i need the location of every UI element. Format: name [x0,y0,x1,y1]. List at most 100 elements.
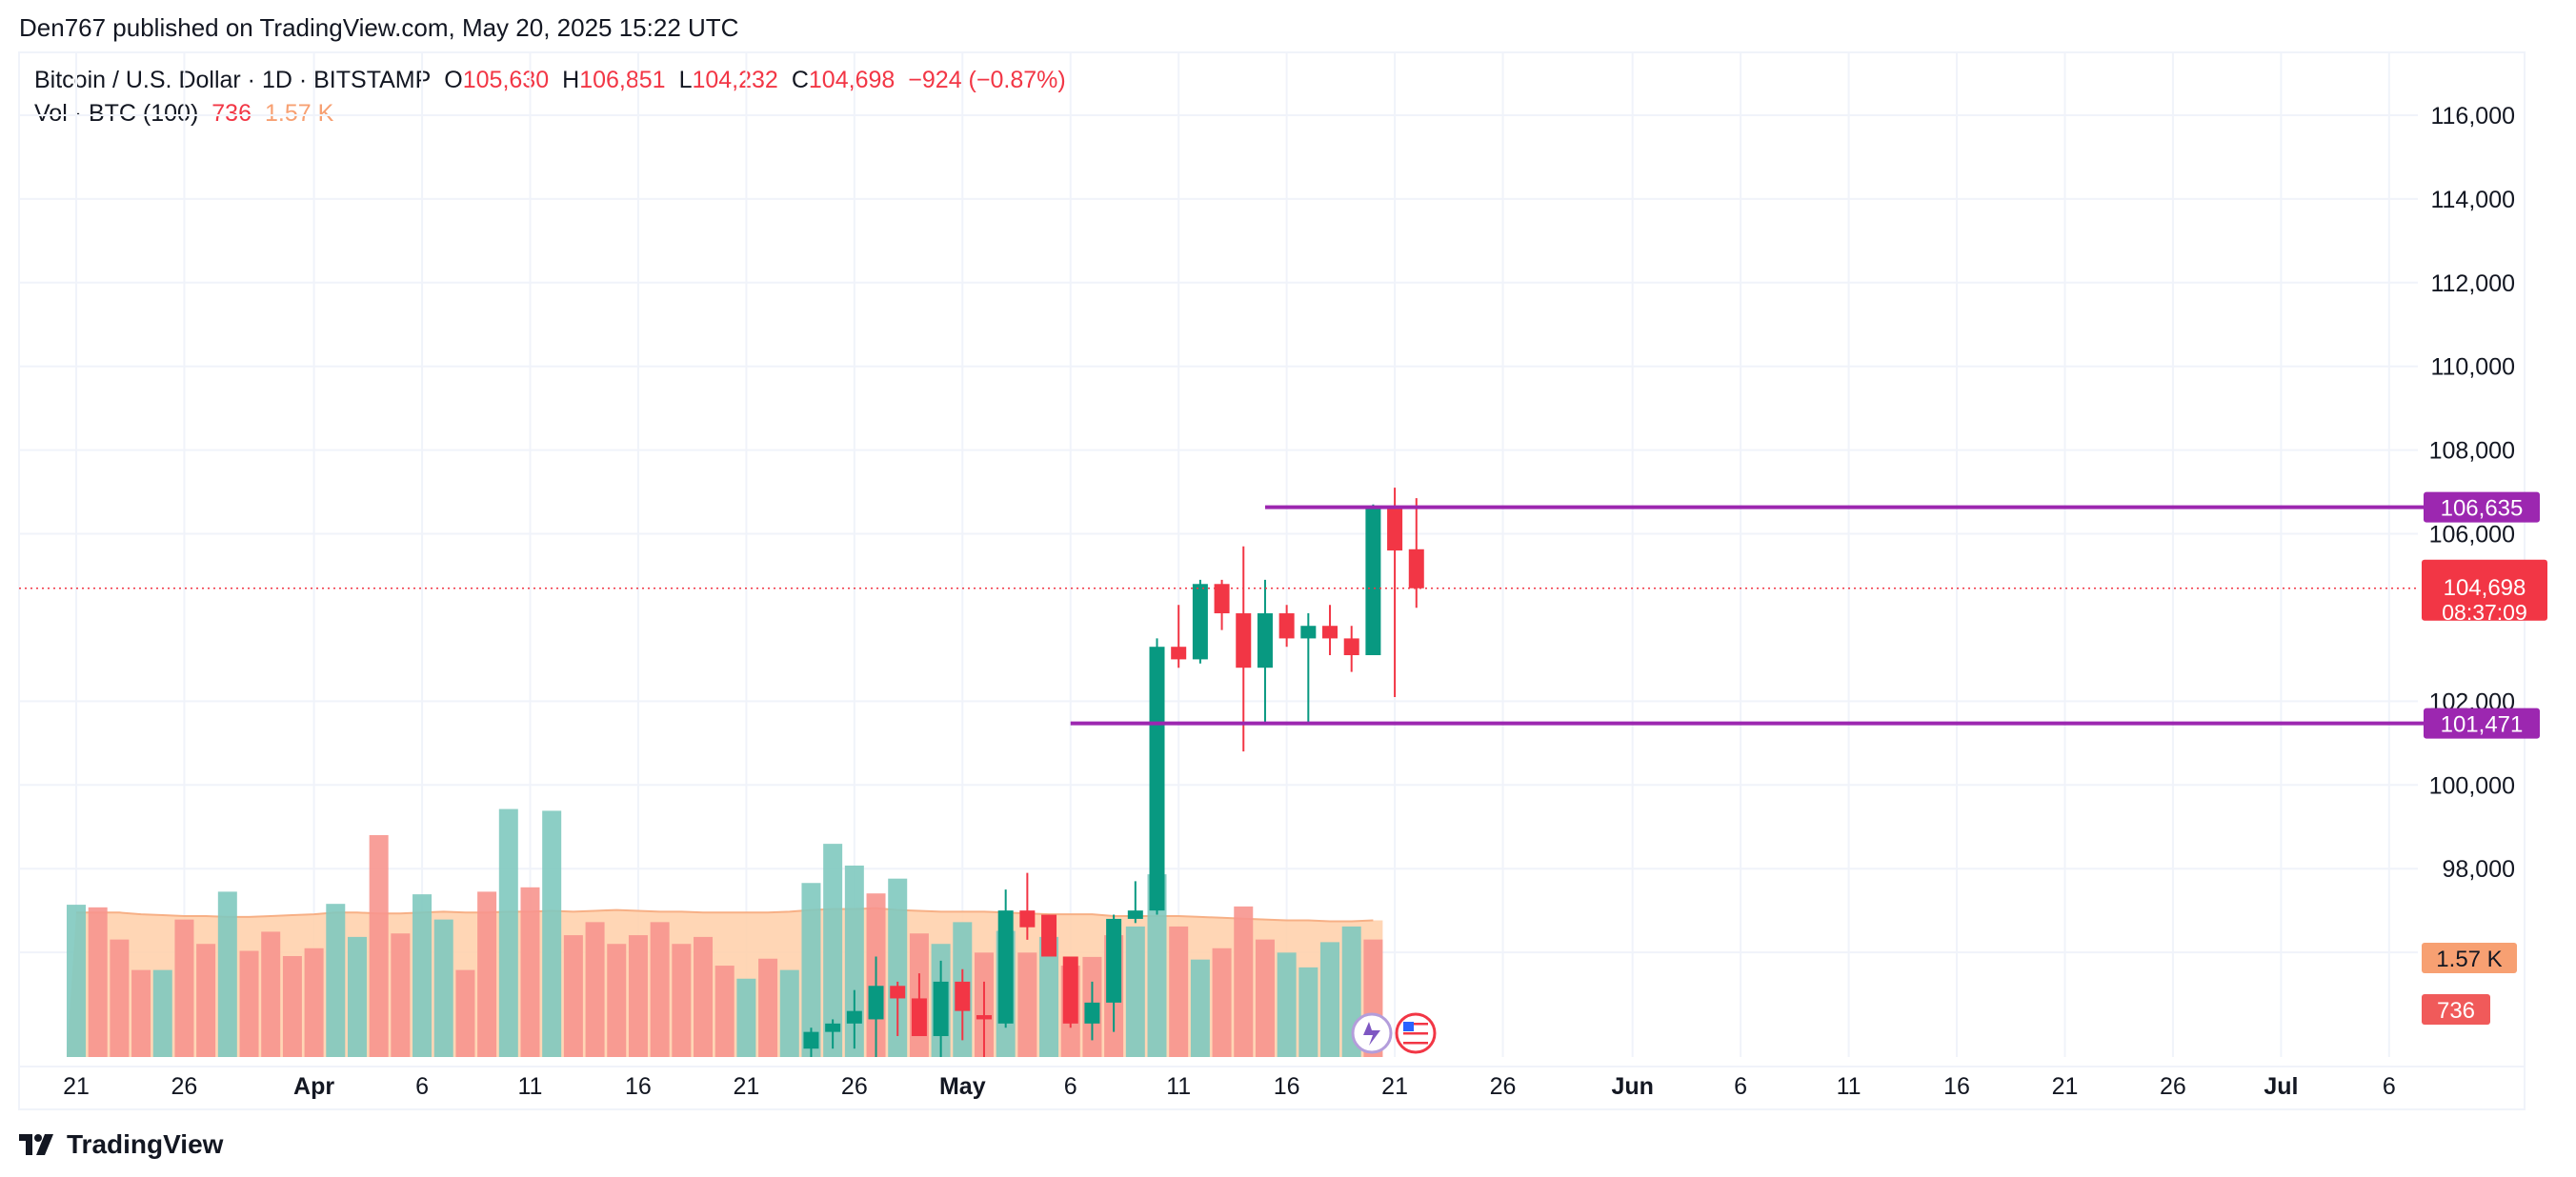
change-value: −924 (−0.87%) [908,67,1066,93]
candle[interactable] [868,956,884,1058]
x-tick-label: Jul [2264,1073,2298,1100]
volume-bar [455,969,475,1057]
volume-bar [88,907,108,1057]
x-tick-label: 11 [1837,1073,1862,1100]
volume-bar [736,978,756,1057]
volume-bar [239,950,259,1057]
volume-bar [758,958,778,1057]
volume-bar [1255,939,1275,1057]
candle[interactable] [1192,579,1208,664]
candle[interactable] [890,981,906,1037]
candle[interactable] [1062,956,1078,1028]
candle[interactable] [803,1027,819,1057]
volume-bar [888,878,908,1057]
volume-bar [585,922,605,1057]
candle[interactable] [997,889,1014,1028]
countdown-label: 08:37:09 [2442,600,2527,625]
y-tick-label: 102,000 [2429,688,2515,715]
candle-body [1019,910,1036,928]
candle[interactable] [846,989,862,1049]
volume-ma-tag [2422,943,2517,973]
x-tick-label: 6 [1734,1073,1747,1100]
open-value: 105,630 [462,67,550,93]
volume-bar [1277,952,1297,1057]
candle[interactable] [1041,914,1057,957]
candle[interactable] [825,1019,841,1049]
y-tick-label: 100,000 [2429,772,2515,799]
level-price-tag[interactable] [2424,491,2540,523]
high-label: H [562,67,580,93]
volume-bar [196,944,216,1057]
y-tick-label: 96,000 [2443,940,2515,967]
time-axis: 21 26 Apr 6 11 16 21 26 May 6 11 16 21 26 Jun 6 11 16 21 26… [63,1073,2396,1100]
y-tick-label: 110,000 [2430,354,2515,381]
us-economic-event-icon[interactable] [1395,1012,1437,1054]
volume-ma-area [67,908,1383,1057]
candle[interactable] [1019,872,1036,940]
volume-bar [217,891,237,1057]
volume-label[interactable]: Vol · BTC (100) [34,100,199,127]
volume-ma-value: 1.57 K [265,100,334,127]
volume-bar [1190,959,1210,1057]
x-tick-label: 16 [1274,1073,1300,1100]
candle[interactable] [955,968,971,1041]
candle[interactable] [1106,914,1122,1032]
volume-bar [628,935,648,1057]
volume-bar [152,969,172,1057]
earnings-event-icon[interactable] [1351,1012,1393,1054]
candle[interactable] [1300,613,1317,723]
x-tick-label: 21 [2052,1073,2079,1100]
chart-frame [18,51,2526,1110]
candle-body [1387,509,1403,551]
candle-body [1365,509,1381,655]
candle-body [1300,626,1317,639]
volume-bar [1234,906,1254,1057]
candle[interactable] [976,981,992,1057]
candle[interactable] [1343,626,1359,672]
volume-bar [67,905,86,1057]
volume-current-tag [2422,994,2490,1025]
tradingview-footer[interactable]: TradingView [19,1129,223,1160]
x-tick-label: May [939,1073,986,1100]
symbol-description[interactable]: Bitcoin / U.S. Dollar · 1D · BITSTAMP [34,67,432,93]
candle[interactable] [1365,504,1381,655]
candle-body [1127,910,1143,919]
y-tick-label: 108,000 [2429,438,2515,465]
flag-stripe [1403,1042,1428,1045]
last-price-tag[interactable] [2422,559,2547,621]
candle[interactable] [1387,488,1403,697]
volume-bar [304,948,324,1057]
candles [803,488,1424,1058]
x-tick-label: 21 [1381,1073,1408,1100]
x-tick-label: 21 [63,1073,90,1100]
level-price-tag[interactable] [2424,708,2540,739]
flag-stripe [1403,1027,1428,1030]
volume-pane [67,808,1383,1057]
candle[interactable] [1127,881,1143,924]
candle[interactable] [1236,546,1252,752]
y-tick-label: 116,000 [2430,103,2515,130]
volume-bar [974,952,994,1057]
candle[interactable] [1171,605,1187,668]
volume-bar [326,904,346,1057]
volume-current-tag-label: 736 [2437,998,2475,1024]
candle[interactable] [1257,579,1273,723]
candle[interactable] [1214,579,1230,630]
candle[interactable] [1149,638,1165,915]
volume-bar [823,844,843,1057]
volume-bar [931,944,951,1057]
candle[interactable] [1278,605,1295,648]
candle[interactable] [1084,981,1100,1041]
candle[interactable] [933,960,949,1057]
volume-bar [1082,956,1102,1057]
volume-bar [282,956,302,1057]
volume-bar [369,834,389,1057]
candle-body [911,998,927,1037]
volume-bar [261,931,281,1057]
candle[interactable] [1322,605,1338,655]
volume-bar [844,865,864,1057]
candle-body [1084,1002,1100,1024]
candle[interactable] [911,973,927,1037]
candle[interactable] [1408,498,1424,608]
